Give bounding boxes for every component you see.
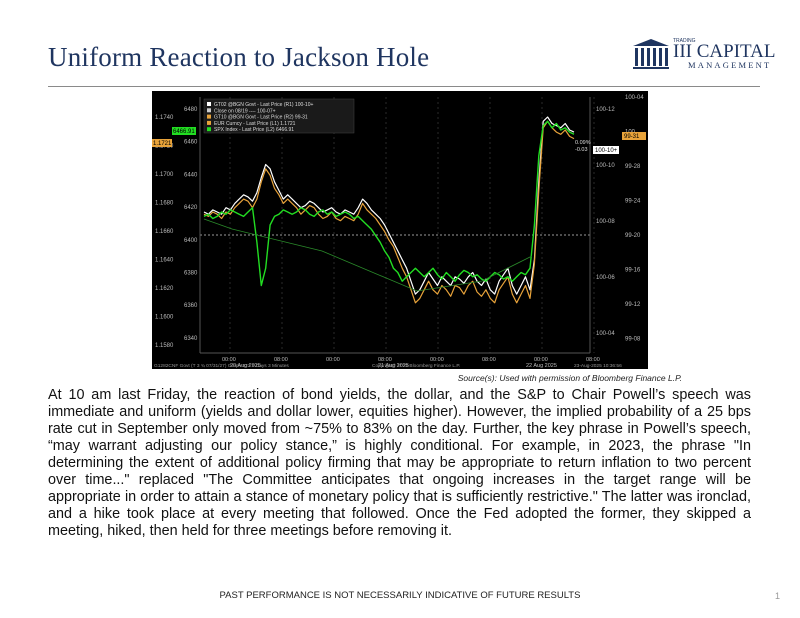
title-divider — [48, 86, 760, 87]
right-tag-gt02-bg — [593, 146, 619, 154]
x-axis-tick: 00:00 — [222, 357, 236, 363]
left-axis-1-tick: 1.1620 — [155, 286, 174, 292]
right-axis-1-tick: 100-06 — [596, 275, 615, 281]
last-value-abs: -0.03 — [575, 147, 588, 153]
x-axis-date: 22 Aug 2025 — [526, 363, 557, 369]
legend-entry: GT10 @BGN Govt - Last Price (R2) 99-31 — [214, 115, 308, 121]
legend-box — [203, 98, 355, 134]
left-axis-2-tick: 6340 — [184, 336, 198, 342]
legend-swatch — [207, 108, 211, 113]
legend-entry: Close on 08/19 ---- 100-07+ — [214, 108, 276, 114]
left-tag-spx-bg — [172, 127, 196, 135]
right-axis-2-tick: 99-28 — [625, 164, 641, 170]
series-line — [203, 120, 575, 287]
left-tag-eur-bg — [152, 139, 172, 147]
left-axis-1-tick: 1.1740 — [155, 115, 174, 121]
chart-footer-left: G1282CNF Govt (T 3 ¾ 07/31/27) Graph 522… — [154, 363, 289, 369]
x-axis-tick: 00:00 — [326, 357, 340, 363]
left-axis-1-tick: 1.1600 — [155, 315, 174, 321]
body-paragraph: At 10 am last Friday, the reaction of bo… — [48, 387, 751, 539]
x-axis-date: 21 Aug 2025 — [378, 363, 409, 369]
left-axis-2-tick: 6380 — [184, 271, 198, 277]
legend-entry: SPX Index - Last Price (L2) 6466.91 — [214, 127, 294, 133]
right-axis-1-tick: 100-04 — [596, 331, 615, 337]
left-tag-eur: 1.1721 — [153, 141, 172, 147]
logo-small-text: TRADING — [673, 38, 696, 44]
chart-footer-right: 23-Aug-2025 10:36:56 — [574, 363, 622, 369]
left-axis-2-tick: 6400 — [184, 238, 198, 244]
x-axis-date: 20 Aug 2025 — [230, 363, 261, 369]
legend-swatch — [207, 120, 211, 125]
x-axis-tick: 00:00 — [430, 357, 444, 363]
legend-swatch — [207, 102, 211, 106]
company-logo: TRADING III CAPITAL MANAGEMENT — [632, 38, 775, 74]
left-axis-2-tick: 6440 — [184, 172, 198, 178]
series-line — [203, 120, 575, 304]
logo-name: III CAPITAL — [673, 41, 776, 62]
right-tag-gt10-bg — [622, 132, 646, 140]
x-axis-tick: 08:00 — [586, 357, 600, 363]
last-value-pct: 0.09% — [575, 140, 591, 146]
columns-logo-icon — [633, 39, 669, 69]
chart-footer-mid: Copyright© 2025 Bloomberg Finance L.P. — [372, 362, 460, 369]
chart-svg: 1.17401.17201.17001.16801.16601.16401.16… — [152, 95, 646, 369]
left-axis-2-tick: 6420 — [184, 205, 198, 211]
left-axis-2-tick: 6480 — [184, 107, 198, 113]
left-axis-2-tick: 6360 — [184, 303, 198, 309]
left-axis-1-tick: 1.1580 — [155, 343, 174, 349]
right-axis-1-tick: 100-12 — [596, 107, 615, 113]
right-axis-1-tick: 100-10 — [596, 163, 615, 169]
legend-swatch — [207, 114, 211, 119]
legend-entry: EUR Curncy - Last Price (L1) 1.1721 — [214, 121, 296, 127]
chart-source: Source(s): Used with permission of Bloom… — [457, 373, 682, 383]
x-axis-tick: 08:00 — [482, 357, 496, 363]
right-axis-2-tick: 100-04 — [625, 95, 644, 101]
series-line — [203, 116, 575, 295]
right-axis-2-tick: 99-16 — [625, 268, 641, 274]
right-tag-gt10: 99-31 — [624, 134, 640, 140]
x-axis-tick: 00:00 — [534, 357, 548, 363]
left-axis-1-tick: 1.1680 — [155, 201, 174, 207]
right-axis-2-tick: 99-20 — [625, 233, 641, 239]
bloomberg-chart: 1.17401.17201.17001.16801.16601.16401.16… — [152, 91, 648, 369]
right-axis-2-tick: 99-08 — [625, 337, 641, 343]
left-axis-1-tick: 1.1660 — [155, 229, 174, 235]
right-axis-1-tick: 100-08 — [596, 219, 615, 225]
left-tag-spx: 6466.91 — [173, 129, 195, 135]
right-axis-2-tick: 99-12 — [625, 302, 641, 308]
page-title: Uniform Reaction to Jackson Hole — [48, 42, 430, 72]
disclaimer-footer: PAST PERFORMANCE IS NOT NECESSARILY INDI… — [219, 590, 581, 601]
eur-trend-line — [203, 218, 533, 292]
page-number: 1 — [774, 591, 780, 601]
x-axis-tick: 08:00 — [274, 357, 288, 363]
left-axis-1-tick: 1.1640 — [155, 258, 174, 264]
right-axis-2-tick: 99-24 — [625, 199, 641, 205]
right-tag-gt02: 100-10+ — [595, 148, 618, 154]
left-axis-1-tick: 1.1700 — [155, 172, 174, 178]
left-axis-2-tick: 6460 — [184, 140, 198, 146]
x-axis-tick: 08:00 — [378, 357, 392, 363]
logo-subtitle: MANAGEMENT — [688, 60, 772, 70]
legend-entry: GT02 @BGN Govt - Last Price (R1) 100-10+ — [214, 102, 313, 108]
legend-swatch — [207, 127, 211, 132]
